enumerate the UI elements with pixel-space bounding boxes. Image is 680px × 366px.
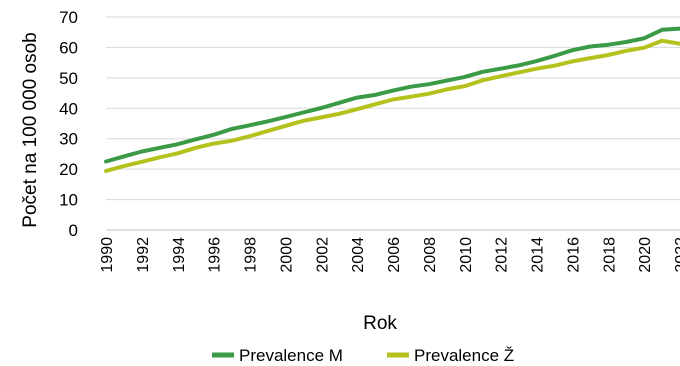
x-tick-label: 2014: [530, 237, 547, 273]
legend-label: Prevalence Ž: [414, 346, 514, 365]
y-tick-label: 10: [59, 191, 78, 210]
y-axis-label: Počet na 100 000 osob: [20, 32, 41, 227]
y-tick-label: 0: [69, 221, 78, 240]
x-tick-label: 2002: [314, 237, 331, 273]
y-tick-label: 70: [59, 8, 78, 27]
y-tick-label: 50: [59, 69, 78, 88]
y-tick-label: 40: [59, 99, 78, 118]
x-tick-label: 2020: [637, 237, 654, 273]
x-tick-label: 2010: [458, 237, 475, 273]
x-tick-label: 2012: [494, 237, 511, 273]
gridlines: [106, 16, 680, 231]
x-tick-label: 1994: [171, 237, 188, 273]
x-tick-label: 1992: [135, 237, 152, 273]
x-tick-label: 2022: [673, 237, 680, 273]
x-tick-label: 2000: [278, 237, 295, 273]
x-tick-label: 2004: [350, 237, 367, 273]
series-line-male: [104, 26, 680, 164]
y-tick-label: 30: [59, 130, 78, 149]
series-line-female: [104, 38, 680, 173]
x-tick-label: 2006: [386, 237, 403, 273]
x-tick-label: 2016: [565, 237, 582, 273]
x-axis-label: Rok: [363, 313, 397, 334]
y-tick-label: 60: [59, 38, 78, 57]
legend-label: Prevalence M: [239, 346, 343, 365]
x-tick-label: 1996: [207, 237, 224, 273]
x-tick-label: 2018: [601, 237, 618, 273]
x-tick-label: 1998: [243, 237, 260, 273]
y-tick-label: 20: [59, 160, 78, 179]
y-axis-tick-labels: 0 10 20 30 40 50 60 70: [59, 8, 78, 240]
series-lines: [104, 26, 680, 173]
x-tick-label: 2008: [422, 237, 439, 273]
x-axis-tick-labels: 1990 1992 1994 1996 1998 2000 2002 2004 2006 2008…: [99, 237, 680, 273]
x-tick-label: 1990: [99, 237, 116, 273]
legend: Prevalence M Prevalence Ž: [212, 346, 514, 365]
